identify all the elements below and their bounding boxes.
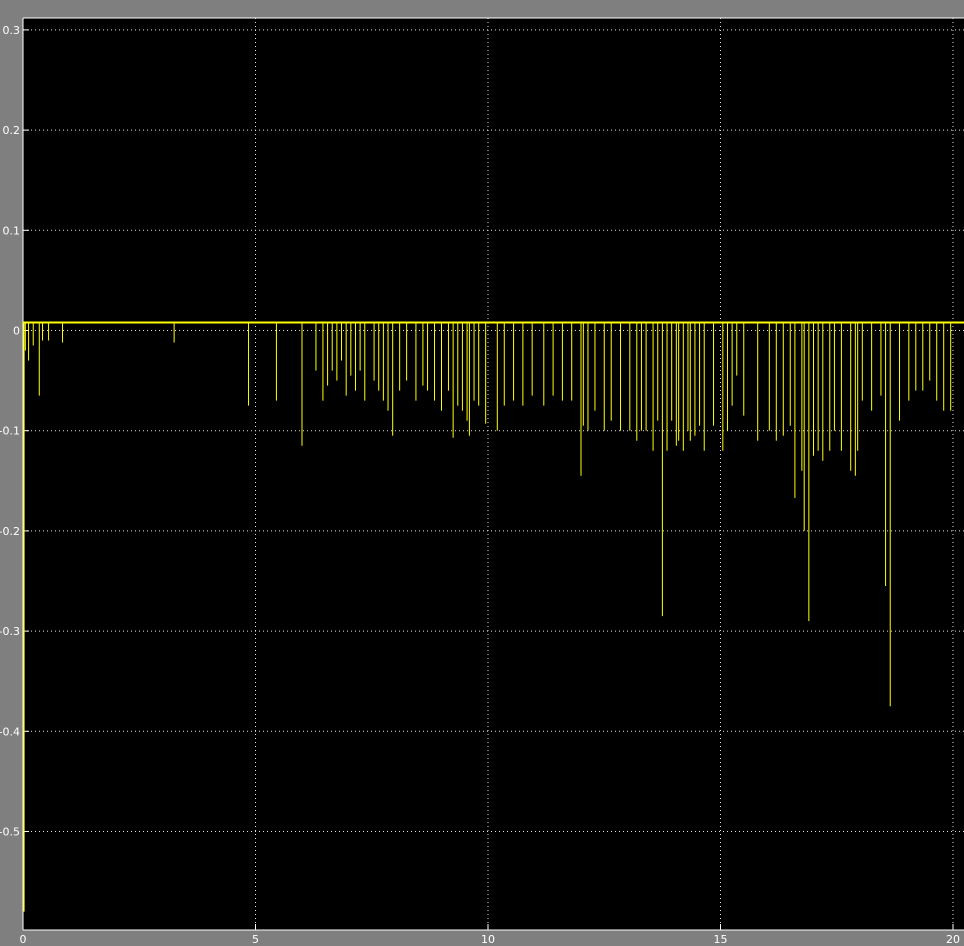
- x-tick-label: 15: [714, 933, 728, 946]
- plot-area: [23, 18, 964, 930]
- x-tick-label: 10: [481, 933, 495, 946]
- x-tick-label: 0: [20, 933, 27, 946]
- y-tick-label: 0: [13, 325, 20, 338]
- y-tick-label: 0.2: [3, 124, 21, 137]
- tick-labels: 0 5 10 15 20 0.3 0.2 0.1 0 -0.1 -0.2 -0.3 -0.4 -0.5: [0, 24, 960, 946]
- y-tick-label: -0.3: [0, 625, 20, 638]
- y-tick-label: -0.2: [0, 525, 20, 538]
- y-tick-label: 0.3: [3, 24, 21, 37]
- y-tick-label: -0.5: [0, 826, 20, 839]
- y-tick-label: -0.1: [0, 425, 20, 438]
- axes: [22, 17, 964, 931]
- grid-lines: [23, 18, 964, 930]
- x-tick-label: 5: [252, 933, 259, 946]
- y-tick-label: 0.1: [3, 224, 21, 237]
- y-tick-label: -0.4: [0, 725, 20, 738]
- x-tick-label: 20: [946, 933, 960, 946]
- signal-trace: [23, 321, 964, 912]
